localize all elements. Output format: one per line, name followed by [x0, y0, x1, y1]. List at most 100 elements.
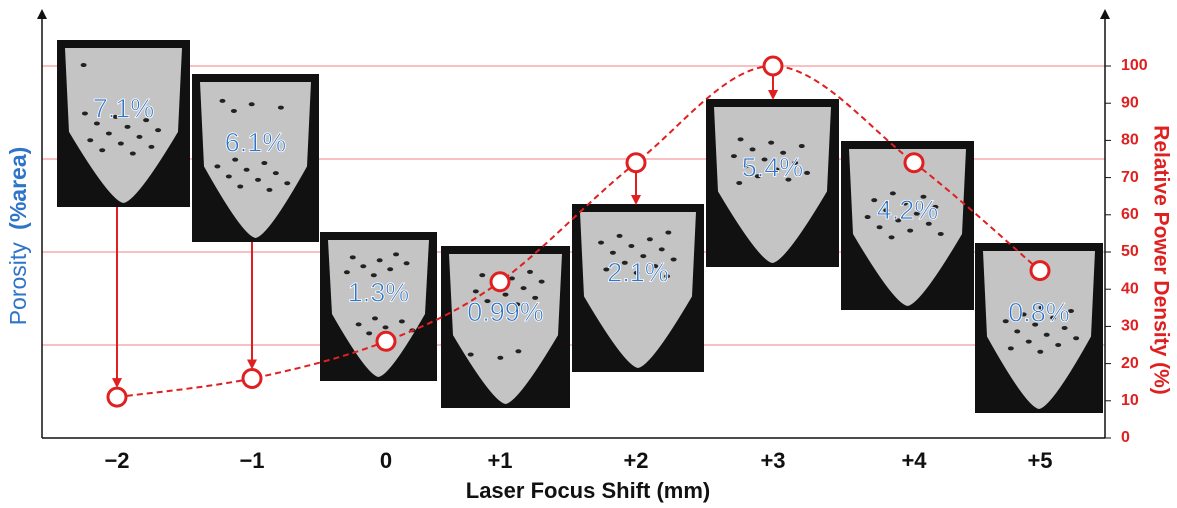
micrograph: 5.4%: [706, 99, 839, 267]
pore: [383, 325, 389, 329]
pore: [356, 322, 362, 326]
pore: [372, 316, 378, 320]
pore: [865, 215, 871, 219]
pore: [130, 152, 136, 156]
pore: [907, 229, 913, 233]
pore: [231, 109, 237, 113]
marker: [905, 154, 923, 172]
y2-tick-label: 50: [1121, 243, 1139, 260]
marker: [1031, 262, 1049, 280]
pore: [278, 106, 284, 110]
pore: [799, 144, 805, 148]
y2-tick-label: 90: [1121, 94, 1139, 111]
pore: [738, 137, 744, 141]
pore: [255, 178, 261, 182]
pore: [155, 128, 161, 132]
pore: [671, 257, 677, 261]
pore: [804, 171, 810, 175]
pore: [226, 174, 232, 178]
y2-tick-label: 30: [1121, 318, 1139, 335]
pore: [1014, 329, 1020, 333]
pore: [214, 164, 220, 168]
y-axis-title-unit: (%area): [5, 147, 31, 230]
pore: [266, 188, 272, 192]
pore: [249, 102, 255, 106]
x-tick-label: +3: [760, 448, 785, 473]
y2-tick-label: 20: [1121, 355, 1139, 372]
marker: [243, 369, 261, 387]
marker: [377, 332, 395, 350]
x-tick-label: +1: [487, 448, 512, 473]
pore: [81, 63, 87, 67]
pore: [628, 244, 634, 248]
y2-tick-label: 0: [1121, 429, 1130, 446]
y2-tick-label: 10: [1121, 392, 1139, 409]
pore: [219, 99, 225, 103]
pore: [87, 138, 93, 142]
porosity-label: 2.1%: [607, 258, 669, 288]
y2-tick-label: 40: [1121, 280, 1139, 297]
pore: [106, 132, 112, 136]
porosity-label: 7.1%: [93, 93, 155, 123]
y2-tick-label: 60: [1121, 206, 1139, 223]
pore: [889, 235, 895, 239]
y-axis-title: Porosity (%area): [5, 147, 31, 326]
pore: [273, 171, 279, 175]
pore: [497, 356, 503, 360]
pore: [617, 234, 623, 238]
micrograph: 2.1%: [572, 204, 704, 372]
micrograph: 7.1%: [57, 40, 190, 207]
micrograph: 1.3%: [320, 232, 437, 381]
micrograph: 6.1%: [192, 74, 319, 242]
porosity-label: 0.8%: [1008, 298, 1070, 328]
pore: [938, 232, 944, 236]
porosity-label: 4.2%: [877, 195, 939, 225]
y2-axis-title: Relative Power Density (%): [1149, 125, 1172, 395]
x-tick-label: −1: [239, 448, 264, 473]
pore: [99, 148, 105, 152]
pore: [665, 231, 671, 235]
x-axis-title: Laser Focus Shift (mm): [466, 478, 710, 503]
pore: [1008, 346, 1014, 350]
pore: [284, 181, 290, 185]
pore: [877, 225, 883, 229]
pore: [503, 293, 509, 297]
pore: [731, 154, 737, 158]
x-tick-label: +5: [1027, 448, 1052, 473]
micrographs: 7.1% 6.1% 1.3% 0.99% 2.1% 5.4% 4.2% 0.8%: [57, 40, 1103, 413]
pore: [750, 147, 756, 151]
pore: [404, 261, 410, 265]
pore: [598, 241, 604, 245]
pore: [377, 258, 383, 262]
pore: [468, 353, 474, 357]
x-tick-label: 0: [380, 448, 392, 473]
marker: [627, 154, 645, 172]
pore: [1026, 340, 1032, 344]
pore: [521, 286, 527, 290]
pore: [344, 270, 350, 274]
pore: [1073, 336, 1079, 340]
pore: [350, 255, 356, 259]
x-tick-label: +4: [901, 448, 927, 473]
pore: [610, 251, 616, 255]
y2-tick-label: 70: [1121, 169, 1139, 186]
pore: [399, 319, 405, 323]
pore: [136, 135, 142, 139]
pore: [360, 264, 366, 268]
porosity-label: 0.99%: [467, 297, 544, 327]
marker: [108, 388, 126, 406]
pore: [371, 273, 377, 277]
pore: [473, 289, 479, 293]
pore: [659, 247, 665, 251]
pore: [118, 142, 124, 146]
porosity-label: 5.4%: [742, 153, 804, 183]
pore: [515, 349, 521, 353]
y-axis-title-text: Porosity: [5, 242, 31, 326]
pore: [387, 267, 393, 271]
pore: [232, 158, 238, 162]
x-tick-label: +2: [623, 448, 648, 473]
pore: [527, 270, 533, 274]
pore: [366, 331, 372, 335]
pore: [148, 145, 154, 149]
porosity-label: 1.3%: [348, 278, 410, 308]
